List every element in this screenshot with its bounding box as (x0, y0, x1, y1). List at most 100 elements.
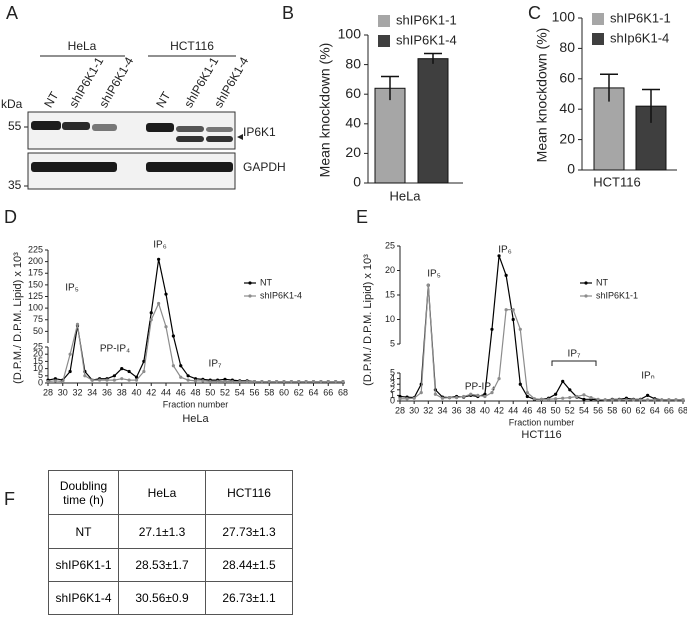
legend-swatch (592, 13, 604, 25)
point (90, 378, 94, 382)
annotation: IP₆ (153, 240, 166, 251)
x-tick-label: 30 (409, 405, 419, 415)
point (504, 273, 508, 277)
annotation: PP-IP₄ (465, 382, 495, 393)
point (447, 396, 452, 400)
y-tick-label: 175 (28, 268, 43, 278)
y-tick-label: 60 (345, 85, 361, 101)
bar (374, 87, 406, 184)
point (582, 397, 586, 401)
table-cell: shIP6K1-4 (48, 581, 119, 615)
point (98, 378, 102, 382)
marker-label: 35 (8, 178, 22, 192)
point (267, 379, 271, 384)
point (646, 393, 650, 397)
x-tick-label: 66 (664, 405, 674, 415)
y-tick-label: 150 (28, 279, 43, 289)
point (511, 308, 515, 312)
x-tick-label: 48 (536, 405, 546, 415)
point (216, 379, 220, 384)
y-tick-label: 2 (390, 384, 395, 394)
annotation: IPₙ (641, 371, 654, 382)
point (476, 393, 480, 397)
band (31, 121, 61, 130)
legend-marker (584, 294, 588, 298)
y-tick-label: 0 (38, 377, 43, 387)
point (455, 396, 459, 400)
annotation: IP₇ (209, 359, 222, 370)
y-tick-label: 0 (390, 395, 395, 405)
point (603, 398, 607, 402)
point (653, 398, 657, 402)
x-tick-label: HCT116 (593, 174, 640, 189)
y-tick-label: 25 (385, 240, 395, 250)
protein-label: IP6K1 (243, 125, 276, 139)
point (596, 397, 600, 401)
point (554, 392, 558, 396)
point (83, 374, 87, 378)
point (667, 398, 671, 402)
table-cell: 26.73±1.1 (205, 581, 293, 615)
point (171, 364, 175, 368)
panel-label: A (6, 3, 18, 23)
annotation: IP₆ (498, 245, 511, 256)
arrow (237, 134, 243, 140)
point (610, 398, 614, 402)
y-tick-label: 225 (28, 244, 43, 254)
point (260, 379, 264, 384)
x-tick-label: 64 (650, 405, 660, 415)
table-cell: NT (48, 514, 119, 549)
y-tick-label: 20 (345, 144, 361, 160)
point (134, 378, 139, 382)
x-tick-label: 56 (593, 405, 603, 415)
annotation: PP-IP₄ (100, 344, 130, 355)
y-tick-label: 1 (390, 390, 395, 400)
point (617, 398, 621, 402)
point (525, 394, 529, 399)
x-tick-label: 40 (131, 387, 141, 397)
legend-label: shIP6K1-1 (610, 10, 671, 25)
lane-label: NT (153, 89, 173, 110)
protein-label: GAPDH (243, 160, 286, 174)
x-tick-label: 28 (395, 405, 405, 415)
group-label: HeLa (68, 39, 97, 53)
point (681, 398, 685, 402)
y-tick-label: 5 (38, 370, 43, 380)
legend-swatch (378, 35, 390, 47)
series-line (400, 285, 683, 401)
point (490, 391, 494, 395)
point (398, 397, 402, 401)
y-tick-label: 5 (390, 338, 395, 348)
band (176, 126, 204, 132)
x-tick-label: 52 (565, 405, 575, 415)
y-tick-label: 40 (559, 100, 575, 116)
y-tick-label: 50 (33, 326, 43, 336)
point (230, 379, 234, 384)
legend-label: shIP6K1-1 (596, 290, 638, 300)
x-tick-label: 46 (522, 405, 532, 415)
y-tick-label: 10 (385, 314, 395, 324)
legend-label: shIP6K1-4 (260, 290, 302, 300)
point (127, 378, 131, 382)
x-axis-label: Fraction number (509, 417, 575, 427)
point (311, 379, 316, 384)
point (469, 392, 473, 396)
point (238, 379, 242, 384)
x-tick-label: 46 (176, 387, 186, 397)
x-tick-label: 68 (338, 387, 348, 397)
point (660, 398, 664, 402)
panel-label: F (4, 489, 15, 509)
point (568, 388, 572, 392)
point (105, 378, 109, 382)
blot: HeLa HCT116 NT shIP6K1-1 shIP6K1-4 NT sh… (1, 39, 286, 192)
point (518, 327, 522, 331)
point (525, 391, 529, 395)
legend-label: shIP6K1-4 (396, 32, 457, 47)
point (504, 308, 508, 312)
point (426, 283, 430, 287)
point (575, 394, 579, 399)
point (624, 398, 629, 402)
point (134, 375, 139, 379)
series-line (47, 301, 343, 383)
